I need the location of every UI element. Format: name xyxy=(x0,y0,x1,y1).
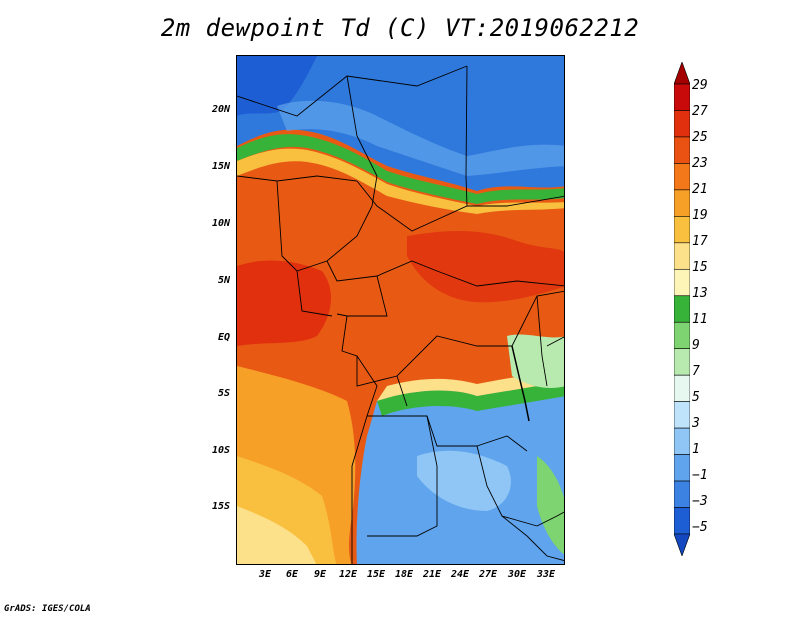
lon-label-21e: 21E xyxy=(422,569,442,580)
colorbar-segment xyxy=(674,480,690,508)
colorbar-label: 19 xyxy=(692,208,708,223)
colorbar-label: −3 xyxy=(692,494,708,509)
lon-label-15e: 15E xyxy=(366,569,386,580)
lon-label-12e: 12E xyxy=(338,569,358,580)
colorbar-label: 5 xyxy=(692,390,700,405)
lon-label-9e: 9E xyxy=(313,569,327,580)
colorbar-segment xyxy=(674,507,690,535)
lat-label-5n: 5N xyxy=(217,275,230,286)
colorbar-label: −1 xyxy=(692,468,708,483)
lon-label-30e: 30E xyxy=(507,569,527,580)
colorbar-label: −5 xyxy=(692,520,708,535)
colorbar-segment xyxy=(674,348,690,376)
colorbar-segment xyxy=(674,401,690,429)
colorbar-label: 11 xyxy=(692,312,708,327)
lon-label-3e: 3E xyxy=(258,569,272,580)
colorbar-segment xyxy=(674,268,690,297)
colorbar-segment xyxy=(674,83,690,111)
colorbar-segment xyxy=(674,427,690,455)
colorbar-segment xyxy=(674,136,690,164)
lat-label-20n: 20N xyxy=(211,104,230,115)
colorbar-segment xyxy=(674,374,690,402)
lon-label-27e: 27E xyxy=(478,569,498,580)
colorbar-segment xyxy=(674,110,690,138)
lon-label-33e: 33E xyxy=(536,569,556,580)
map-title: 2m dewpoint Td (C) VT:2019062212 xyxy=(160,14,640,42)
lat-label-15s: 15S xyxy=(211,501,230,512)
map-canvas xyxy=(237,56,564,564)
colorbar-label: 9 xyxy=(692,338,700,353)
colorbar-top-triangle xyxy=(674,62,690,85)
colorbar xyxy=(674,62,690,556)
dewpoint-map xyxy=(236,55,565,565)
colorbar-label: 21 xyxy=(692,182,708,197)
lat-label-eq: EQ xyxy=(217,332,230,343)
colorbar-label: 15 xyxy=(692,260,708,275)
lat-label-10n: 10N xyxy=(211,218,230,229)
colorbar-label: 3 xyxy=(692,416,700,431)
colorbar-bottom-triangle xyxy=(674,533,690,556)
colorbar-segment xyxy=(674,454,690,482)
colorbar-segment xyxy=(674,295,690,323)
colorbar-label: 23 xyxy=(692,156,708,171)
lon-label-6e: 6E xyxy=(285,569,299,580)
colorbar-label: 27 xyxy=(692,104,708,119)
grads-credit: GrADS: IGES/COLA xyxy=(4,604,91,614)
colorbar-label: 17 xyxy=(692,234,708,249)
colorbar-label: 13 xyxy=(692,286,708,301)
colorbar-segment xyxy=(674,242,690,270)
colorbar-label: 7 xyxy=(692,364,700,379)
colorbar-segment xyxy=(674,321,690,350)
lon-label-18e: 18E xyxy=(394,569,414,580)
lat-label-15n: 15N xyxy=(211,161,230,172)
lat-label-5s: 5S xyxy=(217,388,230,399)
lon-label-24e: 24E xyxy=(450,569,470,580)
colorbar-label: 1 xyxy=(692,442,700,457)
colorbar-label: 25 xyxy=(692,130,708,145)
colorbar-segment xyxy=(674,189,690,217)
colorbar-segment xyxy=(674,216,690,244)
colorbar-segment xyxy=(674,163,690,191)
lat-label-10s: 10S xyxy=(211,445,230,456)
colorbar-label: 29 xyxy=(692,78,708,93)
